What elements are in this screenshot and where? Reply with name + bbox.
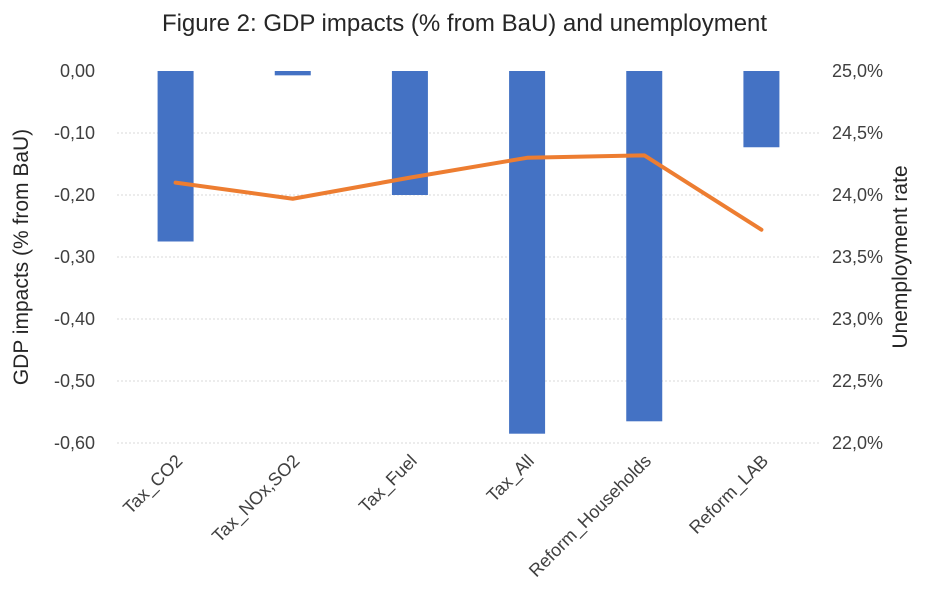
y-tick-label: -0,60 (54, 433, 95, 453)
category-label: Tax_All (483, 451, 539, 507)
y-tick-label: -0,10 (54, 123, 95, 143)
bar (743, 71, 780, 148)
y2-tick-label: 24,0% (832, 185, 883, 205)
category-label: Reform_LAB (685, 451, 773, 539)
left-axis-ticks: 0,00 -0,10 -0,20 -0,30 -0,40 -0,50 -0,60 (54, 61, 95, 453)
y-axis-title: GDP impacts (% from BaU) (10, 129, 33, 385)
bar (157, 71, 194, 242)
bar-series (157, 71, 780, 434)
right-axis-ticks: 25,0% 24,5% 24,0% 23,5% 23,0% 22,5% 22,0% (832, 61, 883, 453)
unemployment-line (173, 153, 764, 232)
y-tick-label: -0,20 (54, 185, 95, 205)
y-tick-label: 0,00 (60, 61, 95, 81)
y2-tick-label: 24,5% (832, 123, 883, 143)
y2-tick-label: 22,0% (832, 433, 883, 453)
category-label: Tax_NOx,SO2 (208, 451, 304, 547)
y2-tick-label: 23,5% (832, 247, 883, 267)
y2-tick-label: 25,0% (832, 61, 883, 81)
y-tick-label: -0,50 (54, 371, 95, 391)
category-label: Tax_CO2 (119, 451, 187, 519)
line-series (173, 153, 764, 232)
y-tick-label: -0,40 (54, 309, 95, 329)
bar (274, 71, 311, 76)
category-label: Reform_Households (525, 451, 656, 582)
y2-axis-title: Unemployment rate (889, 165, 912, 348)
chart-title: Figure 2: GDP impacts (% from BaU) and u… (161, 10, 768, 37)
gridlines (117, 132, 820, 444)
y-tick-label: -0,30 (54, 247, 95, 267)
category-labels: Tax_CO2 Tax_NOx,SO2 Tax_Fuel Tax_AllReform_… (119, 451, 773, 582)
bar (626, 71, 663, 422)
category-label: Tax_Fuel (355, 451, 422, 518)
bar (509, 71, 546, 434)
y2-tick-label: 22,5% (832, 371, 883, 391)
y2-tick-label: 23,0% (832, 309, 883, 329)
